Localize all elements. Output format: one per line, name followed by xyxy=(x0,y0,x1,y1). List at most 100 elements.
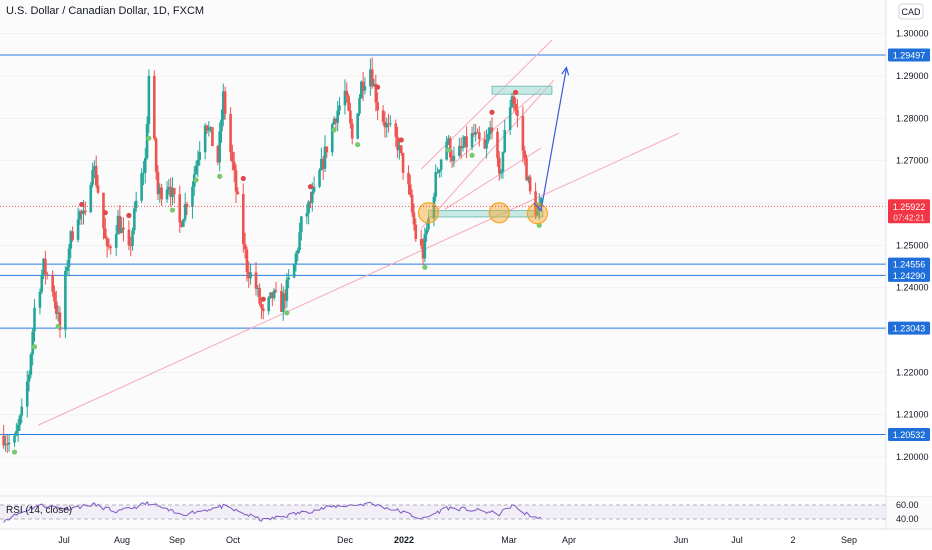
price-tick-label: 1.24000 xyxy=(896,283,929,293)
level-tag-label: 1.20532 xyxy=(893,430,926,440)
candle-body xyxy=(334,118,338,123)
zone-rect[interactable] xyxy=(491,85,553,95)
time-axis: Jul Aug Sep Oct Dec 2022 Mar Apr Jun Jul 2 Sep xyxy=(0,528,932,550)
time-axis-bg[interactable] xyxy=(0,529,932,550)
level-tag[interactable]: 1.24556 xyxy=(888,257,930,271)
candle-body xyxy=(105,238,109,247)
trendline[interactable] xyxy=(420,79,555,229)
candle-body xyxy=(359,81,363,99)
candle-body xyxy=(241,193,245,245)
signal-dot xyxy=(146,135,152,141)
candle-body xyxy=(372,83,376,87)
candle-body xyxy=(370,69,374,87)
trendline[interactable] xyxy=(420,39,553,170)
level-tag[interactable]: 1.20532 xyxy=(888,427,930,441)
candlestick-series xyxy=(2,57,543,454)
candle-body xyxy=(470,133,474,148)
level-tag[interactable]: 1.29497 xyxy=(888,48,930,62)
candle-body xyxy=(127,229,131,246)
candle-body xyxy=(412,212,416,225)
candle-body xyxy=(436,172,439,174)
candle-body xyxy=(42,258,45,275)
highlight-circle[interactable] xyxy=(526,202,549,225)
candle-body xyxy=(93,165,96,171)
candle-body xyxy=(160,187,163,200)
candle-body xyxy=(120,227,123,234)
time-tick-label: 2 xyxy=(790,535,795,545)
level-tag-bg xyxy=(888,321,930,335)
candle-body xyxy=(525,157,528,181)
candle-body xyxy=(472,133,476,135)
level-tag[interactable]: 1.23043 xyxy=(888,321,930,335)
countdown-value: 07:42:21 xyxy=(893,213,925,222)
candle-body xyxy=(410,194,414,213)
candle-body xyxy=(118,215,122,234)
candle-body xyxy=(94,165,98,186)
highlight-circle[interactable] xyxy=(488,202,510,224)
candle-body xyxy=(401,152,405,173)
trendline[interactable] xyxy=(37,132,680,426)
candle-body xyxy=(71,231,74,240)
candle-body xyxy=(180,222,183,227)
signal-dot xyxy=(469,152,475,158)
candle-body xyxy=(247,272,251,279)
candle-body xyxy=(274,290,278,292)
currency-badge[interactable]: CAD xyxy=(898,3,924,20)
candle-body xyxy=(194,165,198,175)
candle-body xyxy=(419,239,423,246)
candle-body xyxy=(205,125,209,131)
candle-body xyxy=(448,138,452,158)
candle-body xyxy=(536,211,539,216)
candle-body xyxy=(172,188,176,195)
zones xyxy=(428,85,553,218)
signal-dot xyxy=(217,173,223,179)
candle-body xyxy=(7,442,11,445)
candle-body xyxy=(356,113,359,139)
candle-body xyxy=(387,123,390,125)
time-tick-label: 2022 xyxy=(394,535,414,545)
candle-body xyxy=(458,146,461,156)
candle-body xyxy=(434,172,438,197)
price-tick-label: 1.25000 xyxy=(896,240,929,250)
rsi-line[interactable] xyxy=(3,500,542,523)
candle-body xyxy=(294,253,298,265)
zone-rect[interactable] xyxy=(428,210,544,218)
candle-body xyxy=(229,113,232,153)
candle-body xyxy=(300,216,303,233)
candle-body xyxy=(220,119,223,132)
projection-arrow xyxy=(0,66,886,212)
candle-body xyxy=(80,211,84,214)
price-tick-label: 1.28000 xyxy=(896,113,929,123)
signal-dot xyxy=(55,323,61,330)
candle-body xyxy=(18,415,22,425)
candle-body xyxy=(439,159,443,170)
price-axis-bg[interactable] xyxy=(886,0,932,496)
candle-body xyxy=(211,127,214,147)
rsi-label: RSI (14, close) xyxy=(6,505,72,516)
candle-body xyxy=(91,170,94,185)
candle-body xyxy=(56,312,60,314)
candle-body xyxy=(447,138,450,142)
candle-body xyxy=(465,136,468,148)
signal-dot xyxy=(79,201,85,208)
candle-body xyxy=(198,152,202,160)
level-tag-bg xyxy=(888,268,930,282)
candle-body xyxy=(122,227,125,230)
highlight-circle[interactable] xyxy=(417,202,440,224)
candle-body xyxy=(361,81,365,91)
candle-body xyxy=(336,110,339,123)
candle-body xyxy=(338,105,341,111)
signal-dots xyxy=(11,84,542,455)
level-tag[interactable]: 1.24290 xyxy=(888,268,930,282)
signal-dot xyxy=(102,210,108,216)
candle-body xyxy=(292,264,296,278)
time-tick-label: Jul xyxy=(731,535,743,545)
candle-body xyxy=(516,109,519,116)
projection-path[interactable] xyxy=(533,67,568,212)
rsi-panel: RSI (14, close) 60.00 40.00 xyxy=(0,495,932,524)
time-tick-label: Sep xyxy=(169,535,185,545)
candle-body xyxy=(271,292,274,299)
